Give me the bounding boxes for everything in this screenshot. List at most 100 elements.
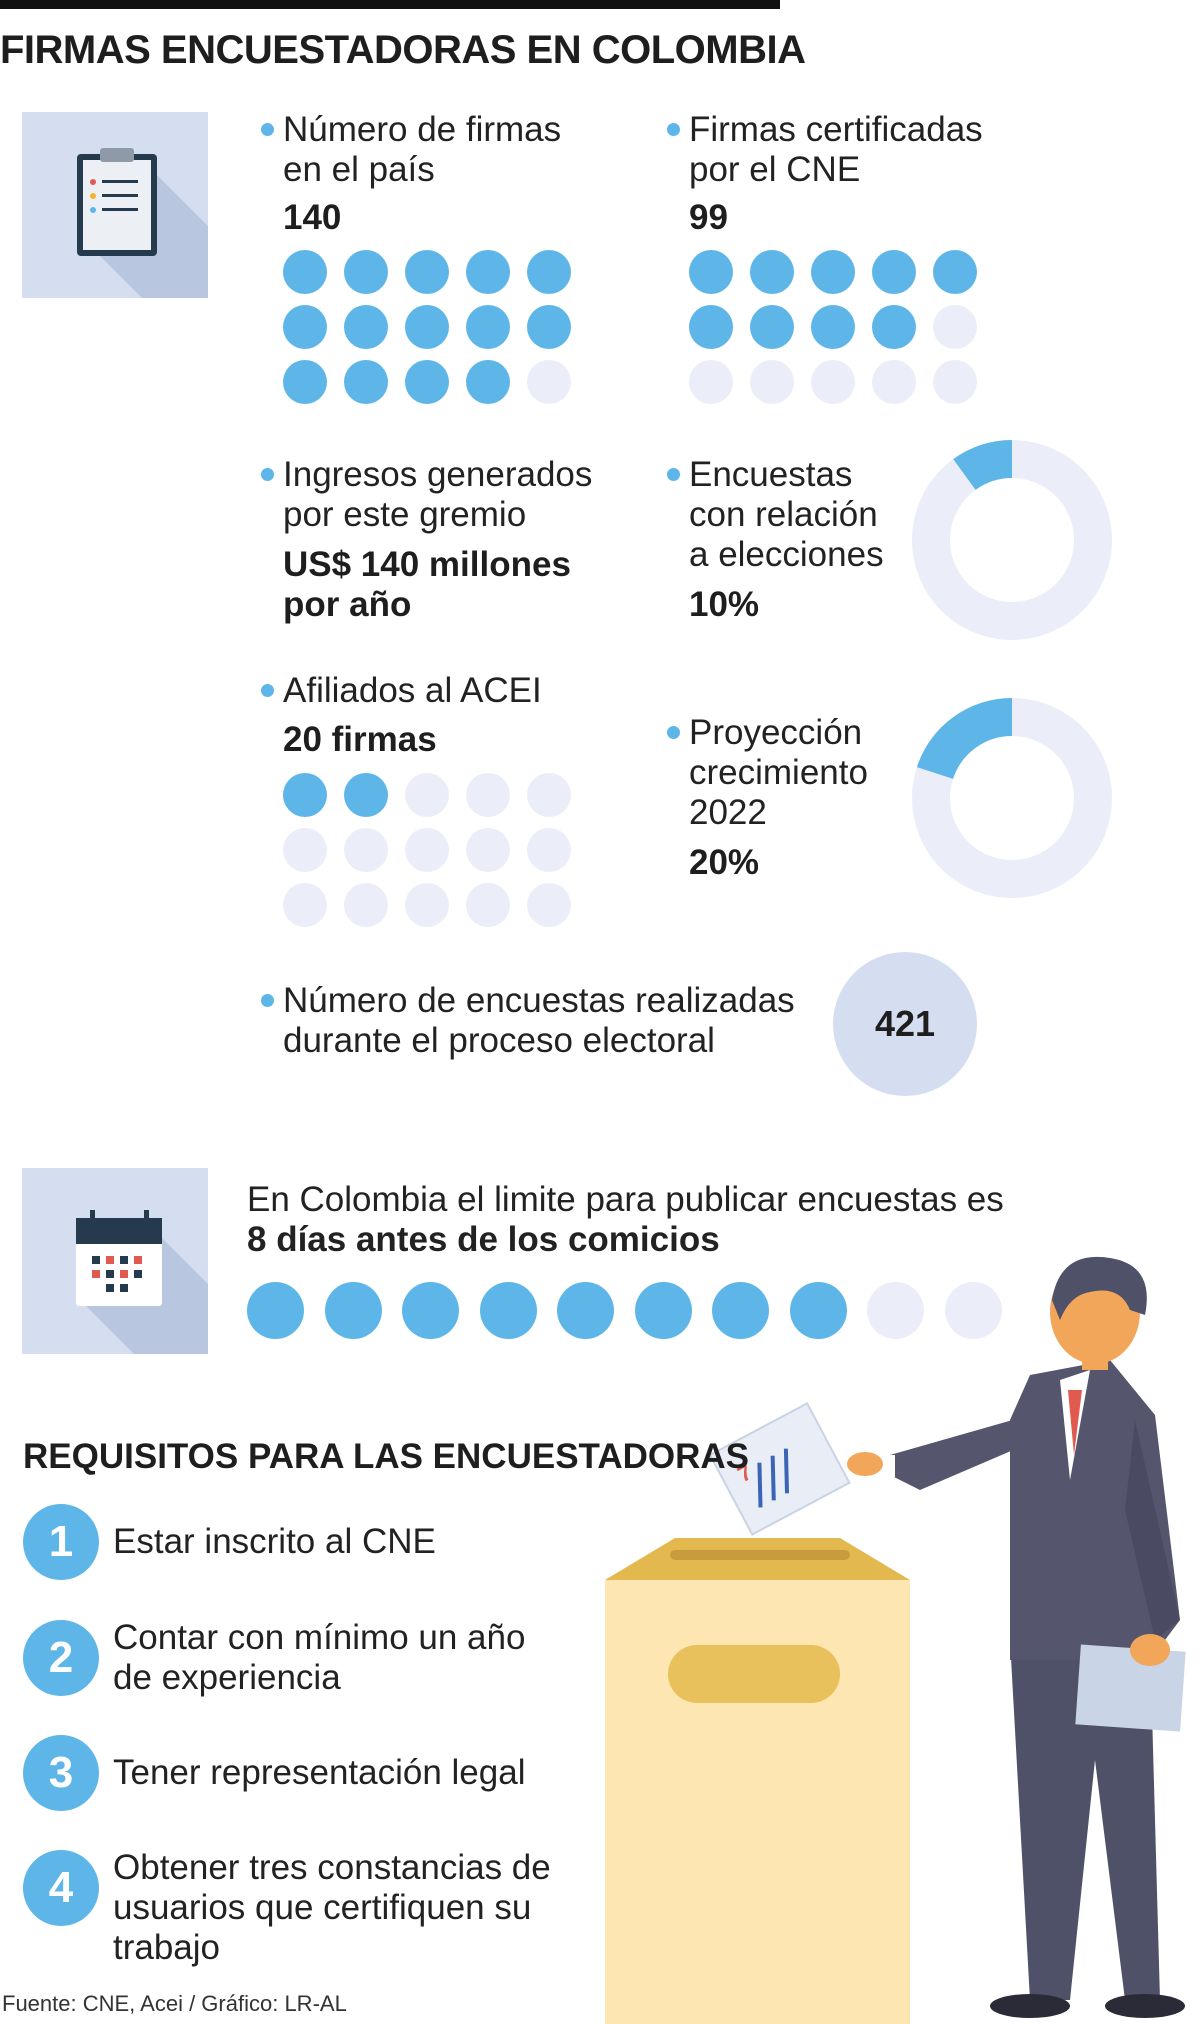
certificadas-dot [933, 360, 977, 404]
acei-value: 20 firmas [283, 720, 437, 759]
acei-dot [527, 883, 571, 927]
elecciones-slice [953, 440, 1013, 491]
acei-dot [344, 883, 388, 927]
man-figure [847, 1256, 1186, 2018]
proyeccion-donut [912, 698, 1112, 898]
firmas-dot [405, 250, 449, 294]
clipboard-panel [22, 112, 208, 298]
certificadas-dot [811, 360, 855, 404]
acei-dot [405, 773, 449, 817]
encuestas-circle: 421 [833, 952, 977, 1096]
requisito-number-4: 4 [23, 1850, 99, 1926]
clipboard-icon [77, 148, 208, 298]
requisitos-title: REQUISITOS PARA LAS ENCUESTADORAS [23, 1437, 749, 1476]
firmas-dot [344, 250, 388, 294]
bullet-icon [261, 994, 274, 1007]
certificadas-dot [933, 305, 977, 349]
certificadas-dot [689, 360, 733, 404]
acei-dot [405, 883, 449, 927]
requisito-2: Contar con mínimo un año de experiencia [113, 1618, 526, 1697]
firmas-dot [283, 305, 327, 349]
firmas-dot [466, 305, 510, 349]
elecciones-label: Encuestas con relación a elecciones [667, 455, 884, 575]
certificadas-dot [872, 360, 916, 404]
ballot-paper: 7 [708, 1402, 851, 1536]
limite-text: En Colombia el limite para publicar encu… [247, 1180, 1004, 1259]
requisito-number-3: 3 [23, 1735, 99, 1811]
acei-dot [466, 828, 510, 872]
limite-day-dot [789, 1282, 847, 1339]
bullet-icon [261, 468, 274, 481]
firmas-dot [466, 360, 510, 404]
voter-illustration: 7 [605, 1256, 1186, 2024]
requisito-number-2: 2 [23, 1620, 99, 1696]
proyeccion-value: 20% [689, 843, 760, 882]
certificadas-dot [689, 305, 733, 349]
limite-day-dot [867, 1282, 924, 1339]
bullet-icon [261, 123, 274, 136]
acei-dot [283, 773, 327, 817]
requisito-number-1: 1 [23, 1504, 99, 1580]
certificadas-dot [689, 250, 733, 294]
limite-day-dot [634, 1282, 692, 1339]
bullet-icon [667, 468, 680, 481]
certificadas-dot [872, 305, 916, 349]
bullet-icon [667, 726, 680, 739]
certificadas-label: Firmas certificadas por el CNE [667, 110, 983, 190]
firmas-dot [466, 250, 510, 294]
acei-dot [344, 773, 388, 817]
acei-dot [466, 883, 510, 927]
firmas-dot [527, 360, 571, 404]
firmas-dot [344, 360, 388, 404]
limite-day-dot [247, 1282, 304, 1339]
certificadas-value: 99 [689, 198, 728, 237]
certificadas-dot [811, 305, 855, 349]
elecciones-value: 10% [689, 585, 760, 624]
firmas-dot [527, 305, 571, 349]
ballot-box-slot [668, 1645, 840, 1703]
limite-day-dot [402, 1282, 459, 1339]
source-note: Fuente: CNE, Acei / Gráfico: LR-AL [2, 1991, 347, 2016]
certificadas-dot [811, 250, 855, 294]
firmas-dot [283, 360, 327, 404]
limite-day-dot [557, 1282, 614, 1339]
certificadas-dot [750, 360, 794, 404]
proyeccion-slice [916, 698, 1013, 780]
ingresos-value: US$ 140 millones por año [283, 545, 571, 624]
acei-dot [527, 773, 571, 817]
requisito-3: Tener representación legal [113, 1753, 526, 1792]
top-rule [0, 0, 780, 9]
acei-dot [405, 828, 449, 872]
limite-day-dot [944, 1282, 1002, 1339]
acei-dot [283, 883, 327, 927]
firmas-label: Número de firmas en el país [261, 110, 561, 190]
limite-day-dot [712, 1282, 769, 1339]
acei-dot [344, 828, 388, 872]
firmas-dot [344, 305, 388, 349]
bullet-icon [261, 684, 274, 697]
calendar-icon [76, 1210, 208, 1354]
ingresos-label: Ingresos generados por este gremio [261, 455, 592, 535]
encuestas-label: Número de encuestas realizadas durante e… [261, 981, 795, 1061]
bullet-icon [667, 123, 680, 136]
page-title: FIRMAS ENCUESTADORAS EN COLOMBIA [0, 28, 806, 72]
proyeccion-label: Proyección crecimiento 2022 [667, 713, 868, 833]
acei-label: Afiliados al ACEI [261, 671, 542, 711]
firmas-dot [283, 250, 327, 294]
acei-dot [466, 773, 510, 817]
acei-dot [283, 828, 327, 872]
firmas-dot [405, 305, 449, 349]
limite-day-dot [324, 1282, 382, 1339]
requisito-4: Obtener tres constancias de usuarios que… [113, 1848, 551, 1967]
calendar-panel [22, 1168, 208, 1354]
elecciones-track [912, 440, 1112, 640]
requisito-1: Estar inscrito al CNE [113, 1522, 436, 1561]
firmas-dot [405, 360, 449, 404]
certificadas-dot [750, 305, 794, 349]
certificadas-dot [872, 250, 916, 294]
acei-dot [527, 828, 571, 872]
limite-day-dot [479, 1282, 537, 1339]
certificadas-dot [750, 250, 794, 294]
elecciones-donut [912, 440, 1112, 640]
firmas-value: 140 [283, 198, 342, 237]
